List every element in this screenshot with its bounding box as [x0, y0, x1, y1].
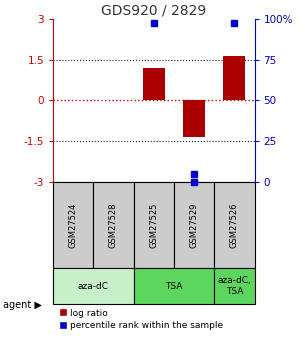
Text: aza-dC: aza-dC	[78, 282, 109, 290]
Title: GDS920 / 2829: GDS920 / 2829	[101, 4, 206, 18]
Text: GSM27528: GSM27528	[109, 202, 118, 248]
Bar	[134, 268, 214, 304]
Bar	[223, 56, 245, 100]
Bar	[93, 182, 134, 268]
Bar	[214, 268, 255, 304]
Legend: log ratio, percentile rank within the sample: log ratio, percentile rank within the sa…	[58, 307, 225, 332]
Text: agent ▶: agent ▶	[3, 300, 42, 310]
Text: TSA: TSA	[165, 282, 183, 290]
Text: GSM27525: GSM27525	[149, 202, 158, 248]
Bar	[174, 182, 214, 268]
Bar	[143, 68, 165, 100]
Bar	[53, 182, 93, 268]
Text: GSM27529: GSM27529	[190, 202, 198, 248]
Bar	[53, 268, 134, 304]
Text: GSM27524: GSM27524	[69, 202, 78, 248]
Text: aza-dC,
TSA: aza-dC, TSA	[218, 276, 251, 296]
Bar	[134, 182, 174, 268]
Bar	[183, 100, 205, 137]
Bar	[214, 182, 255, 268]
Text: GSM27526: GSM27526	[230, 202, 239, 248]
